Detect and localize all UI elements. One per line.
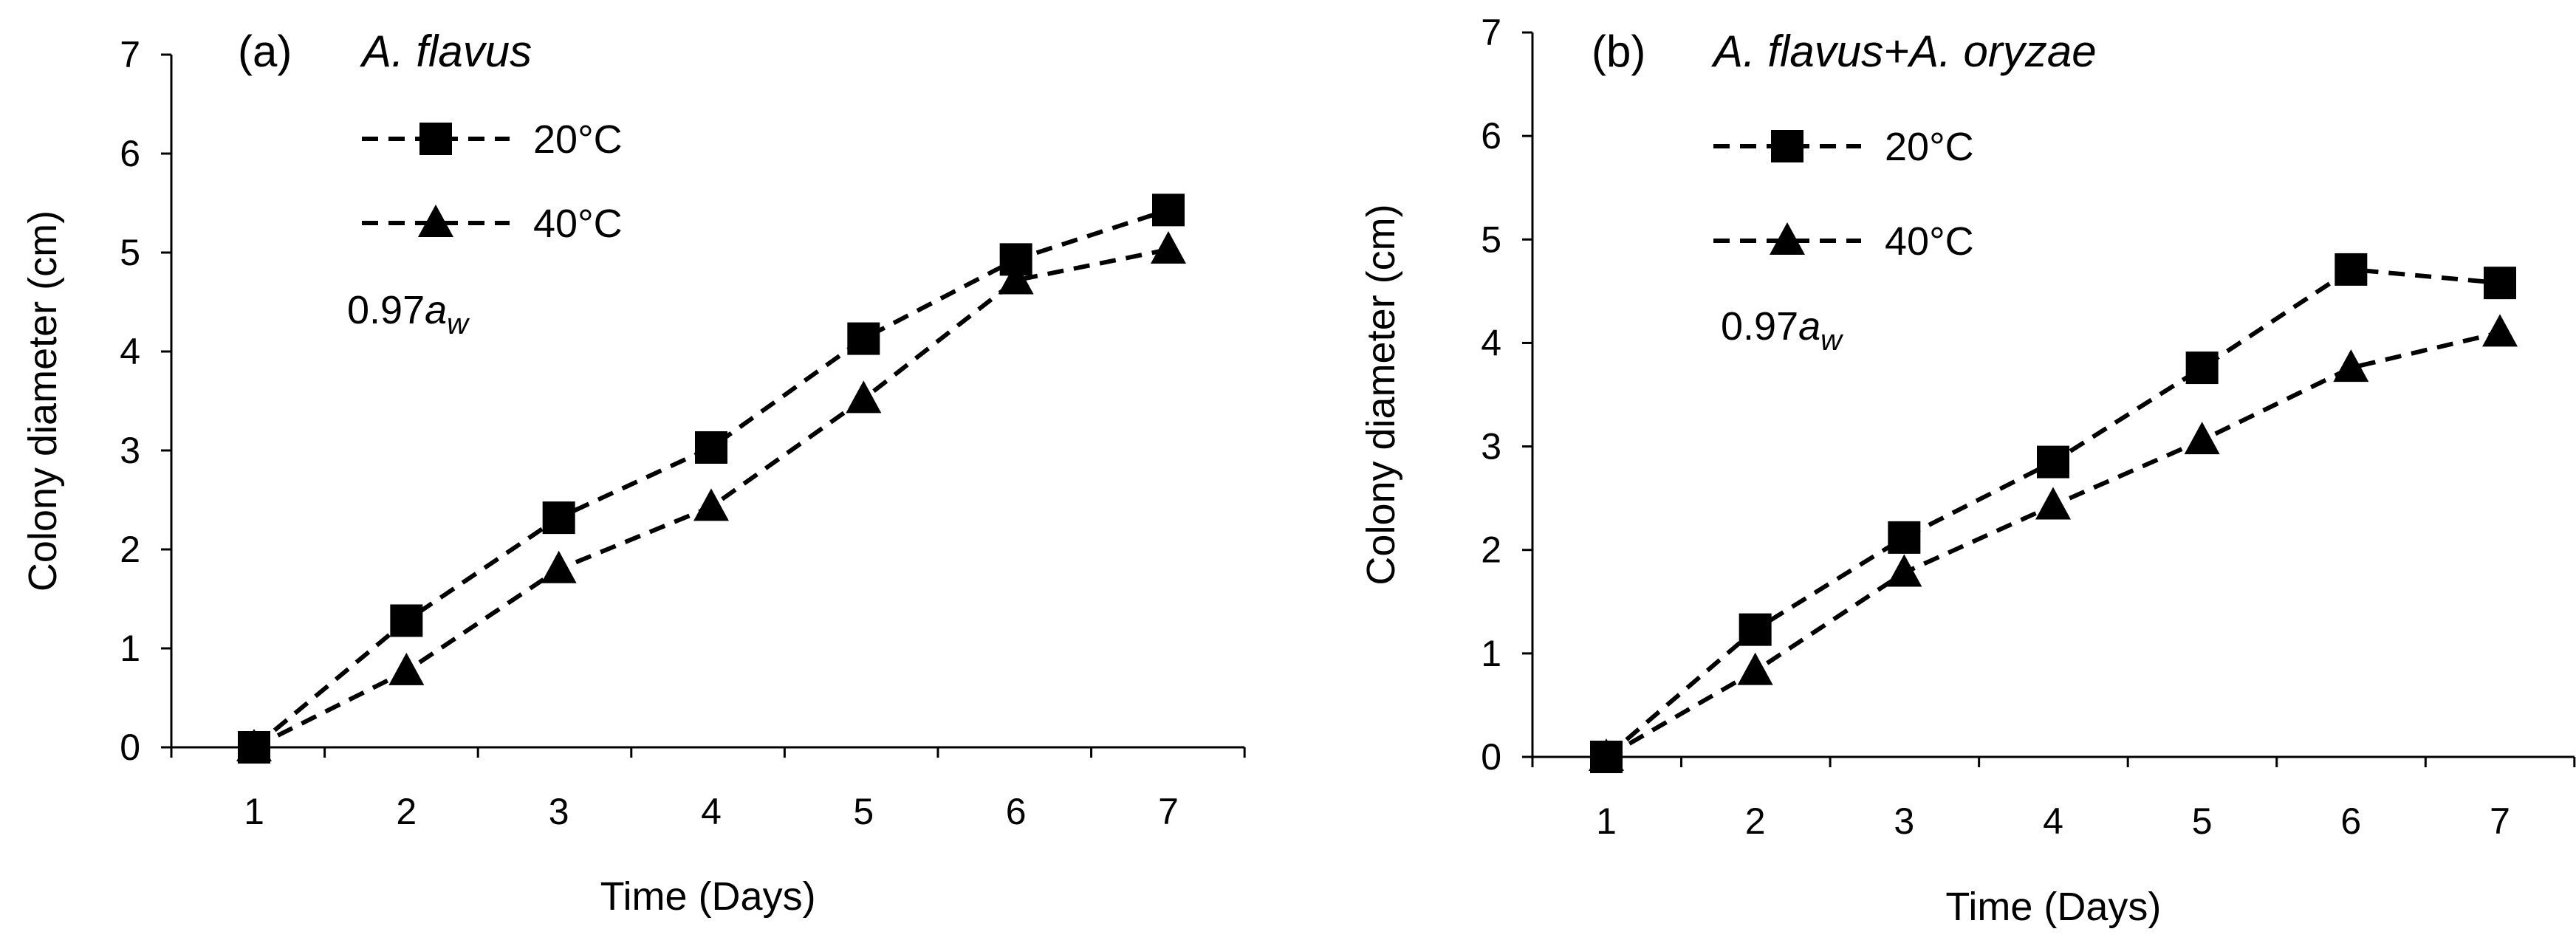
series-40c-point	[2333, 349, 2369, 383]
x-tick-label: 1	[1596, 800, 1617, 842]
chart-panel-b: 0 1 2 3 4 5 6 7 1 2 3 4 5 6 7 Time (Days) Colony diamete…	[1359, 12, 2576, 929]
series-40c-point	[236, 729, 272, 761]
series-40c-point	[541, 550, 577, 583]
series-20c-point	[847, 322, 880, 355]
y-tick-label: 6	[120, 133, 140, 174]
y-tick-label: 7	[1481, 12, 1501, 53]
series-20c-point	[695, 431, 727, 464]
x-tick-label: 3	[1894, 800, 1914, 842]
series-40c-point	[2184, 422, 2220, 455]
x-tick-label: 7	[2490, 800, 2510, 842]
y-tick-label: 4	[1481, 322, 1501, 363]
series-40c-point	[1151, 230, 1186, 264]
series-40c-point	[693, 488, 729, 521]
legend-marker-series-20c	[419, 123, 452, 155]
x-tick-label: 3	[549, 791, 569, 832]
series-20c-point	[2185, 352, 2219, 385]
y-tick-label: 3	[120, 430, 140, 471]
y-tick-label: 0	[1481, 736, 1501, 778]
y-tick-label: 2	[120, 529, 140, 570]
panel-title: A. flavus+A. oryzae	[1711, 27, 2097, 76]
series-40c-point	[2035, 487, 2071, 520]
x-tick-label: 5	[2192, 800, 2213, 842]
series-20c-point	[390, 604, 423, 637]
x-tick-label: 7	[1158, 791, 1179, 832]
legend-marker-series-40c	[418, 205, 453, 237]
y-tick-label: 1	[1481, 633, 1501, 674]
x-tick-label: 4	[2043, 800, 2063, 842]
y-tick-label: 5	[1481, 219, 1501, 260]
y-tick-label: 2	[1481, 529, 1501, 571]
legend-label-series-20c: 20°C	[1885, 125, 1974, 169]
panel-label: (b)	[1592, 27, 1645, 76]
chart-panel-a: 0 1 2 3 4 5 6 7 1 2 3 4 5 6 7 Time (Days) Colony diamete…	[21, 27, 1246, 919]
series-40c-line	[1605, 330, 2501, 759]
x-axis-title: Time (Days)	[600, 874, 816, 919]
y-tick-label: 7	[120, 34, 140, 75]
series-40c-point	[1737, 652, 1773, 685]
series-20c-point	[2334, 253, 2368, 286]
legend-marker-series-40c	[1770, 222, 1805, 255]
series-40c-point	[1589, 738, 1624, 771]
series-20c-point	[542, 501, 575, 535]
x-axis-title: Time (Days)	[1945, 885, 2161, 929]
x-tick-label: 2	[396, 791, 417, 832]
x-tick-label: 5	[853, 791, 874, 832]
x-tick-label: 4	[701, 791, 722, 832]
series-20c-point	[1888, 521, 1921, 554]
y-axis-title: Colony diameter (cm)	[1359, 204, 1403, 585]
x-tick-label: 6	[1006, 791, 1027, 832]
legend-label-series-20c: 20°C	[533, 117, 623, 162]
legend-label-series-40c: 40°C	[533, 202, 623, 246]
y-tick-label: 6	[1481, 115, 1501, 157]
panel-title: A. flavus	[360, 27, 532, 76]
water-activity-annotation: 0.97aw	[347, 288, 470, 340]
series-40c-point	[998, 261, 1034, 295]
panel-label: (a)	[238, 27, 292, 76]
series-20c-point	[1152, 193, 1185, 227]
water-activity-annotation: 0.97aw	[1721, 304, 1844, 357]
series-40c-point	[846, 380, 882, 414]
y-axis-title: Colony diameter (cm)	[21, 210, 65, 591]
legend-label-series-40c: 40°C	[1885, 219, 1974, 264]
x-tick-label: 2	[1745, 800, 1766, 842]
y-tick-label: 4	[120, 331, 140, 372]
y-tick-label: 0	[120, 727, 140, 768]
series-40c-point	[388, 652, 425, 685]
y-tick-label: 1	[120, 628, 140, 669]
series-20c-point	[2484, 267, 2516, 300]
series-20c-point	[1739, 613, 1772, 646]
series-20c-point	[2037, 445, 2069, 479]
series-40c-point	[2482, 314, 2518, 347]
y-tick-label: 3	[1481, 426, 1501, 467]
series-40c-point	[1886, 554, 1922, 587]
legend-marker-series-20c	[1771, 130, 1803, 162]
y-tick-label: 5	[120, 232, 140, 273]
x-tick-label: 6	[2340, 800, 2361, 842]
x-tick-label: 1	[244, 791, 264, 832]
